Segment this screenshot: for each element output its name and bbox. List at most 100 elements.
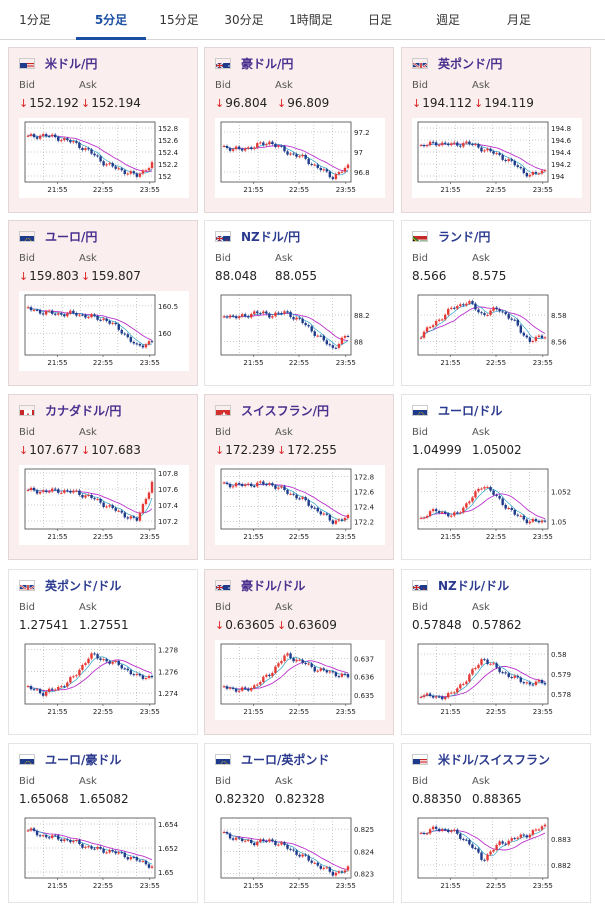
candle-body bbox=[343, 168, 347, 172]
pair-name[interactable]: 米ドル/スイスフラン bbox=[438, 752, 551, 767]
tab-5[interactable]: 1時間足 bbox=[289, 13, 333, 27]
plot-frame bbox=[417, 643, 549, 705]
bid-label: Bid bbox=[412, 602, 428, 613]
pair-name[interactable]: ユーロ/円 bbox=[45, 229, 98, 244]
rate-card[interactable]: ユーロ/ドル Bid Ask 1.04999 1.05002 1.052 1.05… bbox=[401, 394, 591, 560]
x-tick-label: 22:55 bbox=[289, 533, 309, 541]
candle-body bbox=[477, 309, 480, 313]
chart-container[interactable]: 97.2 97 96.8 21:55 22:55 23:55 bbox=[215, 118, 385, 198]
pair-name[interactable]: ユーロ/ドル bbox=[438, 403, 503, 418]
card-header: 豪ドル/円 bbox=[215, 54, 293, 72]
chart-container[interactable]: 172.8 172.6 172.4 172.2 21:55 22:55 23:55 bbox=[215, 465, 385, 545]
down-arrow-icon: ↓ bbox=[277, 619, 287, 632]
chart-container[interactable]: 0.637 0.636 0.635 21:55 22:55 23:55 bbox=[215, 640, 385, 720]
moving-average-long bbox=[27, 488, 153, 514]
pair-name[interactable]: ユーロ/豪ドル bbox=[45, 752, 122, 767]
rate-card[interactable]: 豪ドル/ドル Bid Ask ↓0.63605 ↓0.63609 0.637 0.… bbox=[204, 569, 394, 735]
rate-card[interactable]: NZドル/ドル Bid Ask 0.57848 0.57862 0.58 0.57… bbox=[401, 569, 591, 735]
x-tick-label: 23:55 bbox=[336, 708, 356, 716]
tab-6[interactable]: 日足 bbox=[367, 13, 392, 27]
candle-body bbox=[250, 483, 253, 487]
chart-container[interactable]: 1.052 1.05 21:55 22:55 23:55 bbox=[412, 465, 582, 545]
rate-card[interactable]: 英ポンド/ドル Bid Ask 1.27541 1.27551 1.278 1.2… bbox=[8, 569, 198, 735]
pair-name[interactable]: スイスフラン/円 bbox=[241, 403, 330, 418]
candle-body bbox=[234, 316, 238, 319]
candle-body bbox=[66, 138, 69, 141]
y-tick-label: 97.2 bbox=[354, 129, 370, 137]
tab-3[interactable]: 15分足 bbox=[159, 13, 199, 27]
pair-name[interactable]: 豪ドル/ドル bbox=[241, 578, 306, 593]
candle-body bbox=[222, 482, 226, 484]
x-tick-label: 21:55 bbox=[440, 882, 460, 890]
candle-body bbox=[534, 829, 538, 831]
tab-8[interactable]: 月足 bbox=[506, 13, 531, 27]
candle-body bbox=[453, 692, 456, 694]
pair-name[interactable]: NZドル/ドル bbox=[438, 578, 510, 593]
tab-2[interactable]: 5分足 bbox=[76, 0, 146, 40]
candle-body bbox=[462, 304, 465, 306]
chart-container[interactable]: 88.2 88 21:55 22:55 23:55 bbox=[215, 291, 385, 371]
candle-body bbox=[501, 154, 504, 160]
pair-name[interactable]: カナダドル/円 bbox=[45, 403, 122, 418]
pair-name[interactable]: ランド/円 bbox=[438, 229, 491, 244]
pair-name[interactable]: 豪ドル/円 bbox=[241, 56, 294, 71]
y-tick-label: 152.2 bbox=[158, 161, 178, 169]
rate-card[interactable]: ランド/円 Bid Ask 8.566 8.575 8.58 8.56 21:55 2… bbox=[401, 220, 591, 386]
candle-body bbox=[32, 487, 36, 491]
rate-card[interactable]: NZドル/円 Bid Ask 88.048 88.055 88.2 88 21:55… bbox=[204, 220, 394, 386]
candle-body bbox=[286, 844, 289, 849]
chart-container[interactable]: 1.278 1.276 1.274 21:55 22:55 23:55 bbox=[19, 640, 189, 720]
candle-body bbox=[93, 314, 96, 316]
pair-name[interactable]: NZドル/円 bbox=[241, 229, 301, 244]
pair-name[interactable]: ユーロ/英ポンド bbox=[241, 752, 330, 767]
candle-body bbox=[138, 173, 142, 177]
rate-card[interactable]: ユーロ/英ポンド Bid Ask 0.82320 0.82328 0.825 0.… bbox=[204, 743, 394, 903]
candle-body bbox=[295, 850, 298, 855]
candle-body bbox=[316, 670, 319, 672]
rate-card[interactable]: カナダドル/円 Bid Ask ↓107.677 ↓107.683 107.8 1… bbox=[8, 394, 198, 560]
chart-container[interactable]: 160.5 160 21:55 22:55 23:55 bbox=[19, 291, 189, 371]
chart-container[interactable]: 107.8 107.6 107.4 107.2 21:55 22:55 23:55 bbox=[19, 465, 189, 545]
y-tick-label: 172.2 bbox=[354, 519, 374, 527]
rate-card[interactable]: ユーロ/円 Bid Ask ↓159.803 ↓159.807 160.5 160… bbox=[8, 220, 198, 386]
candle-body bbox=[108, 850, 111, 853]
pair-name[interactable]: 英ポンド/円 bbox=[438, 56, 503, 71]
rate-card[interactable]: 米ドル/円 Bid Ask ↓152.192 ↓152.194 152.8 152… bbox=[8, 47, 198, 213]
tab-7[interactable]: 週足 bbox=[435, 13, 460, 27]
tab-1[interactable]: 1分足 bbox=[19, 13, 51, 27]
chart-container[interactable]: 0.883 0.882 21:55 22:55 23:55 bbox=[412, 814, 582, 894]
candle-body bbox=[450, 830, 453, 832]
y-tick-label: 0.823 bbox=[354, 871, 374, 879]
candle-body bbox=[495, 663, 498, 668]
candle-body bbox=[289, 493, 292, 495]
chart-container[interactable]: 0.58 0.579 0.578 21:55 22:55 23:55 bbox=[412, 640, 582, 720]
chart-container[interactable]: 0.825 0.824 0.823 21:55 22:55 23:55 bbox=[215, 814, 385, 894]
rate-card[interactable]: スイスフラン/円 Bid Ask ↓172.239 ↓172.255 172.8… bbox=[204, 394, 394, 560]
candle-body bbox=[96, 846, 99, 849]
candle-body bbox=[504, 843, 507, 845]
candle-body bbox=[489, 851, 492, 855]
candle-body bbox=[129, 857, 133, 860]
candle-body bbox=[322, 668, 326, 671]
pair-name[interactable]: 米ドル/円 bbox=[45, 56, 98, 71]
rate-card[interactable]: 英ポンド/円 Bid Ask ↓194.112 ↓194.119 194.8 19… bbox=[401, 47, 591, 213]
down-arrow-icon: ↓ bbox=[215, 619, 225, 632]
candle-body bbox=[26, 830, 30, 832]
candle-body bbox=[111, 322, 114, 324]
tab-4[interactable]: 30分足 bbox=[224, 13, 264, 27]
candle-body bbox=[262, 481, 265, 485]
candle-body bbox=[346, 164, 350, 169]
pair-name[interactable]: 英ポンド/ドル bbox=[45, 578, 122, 593]
chart-container[interactable]: 8.58 8.56 21:55 22:55 23:55 bbox=[412, 291, 582, 371]
candle-body bbox=[304, 854, 307, 856]
rate-card[interactable]: ユーロ/豪ドル Bid Ask 1.65068 1.65082 1.654 1.6… bbox=[8, 743, 198, 903]
chart-container[interactable]: 194.8 194.6 194.4 194.2 194 21:55 22:55 23:55 bbox=[412, 118, 582, 198]
rate-card[interactable]: 豪ドル/円 Bid Ask ↓96.804 ↓96.809 97.2 97 96.8… bbox=[204, 47, 394, 213]
chart-container[interactable]: 152.8 152.6 152.4 152.2 152 21:55 22:55 23:55 bbox=[19, 118, 189, 198]
bid-label: Bid bbox=[19, 80, 35, 91]
candle-body bbox=[462, 683, 465, 685]
candle-body bbox=[471, 844, 474, 848]
chart-container[interactable]: 1.654 1.652 1.65 21:55 22:55 23:55 bbox=[19, 814, 189, 894]
candle-body bbox=[111, 661, 114, 664]
rate-card[interactable]: 米ドル/スイスフラン Bid Ask 0.88350 0.88365 0.883… bbox=[401, 743, 591, 903]
